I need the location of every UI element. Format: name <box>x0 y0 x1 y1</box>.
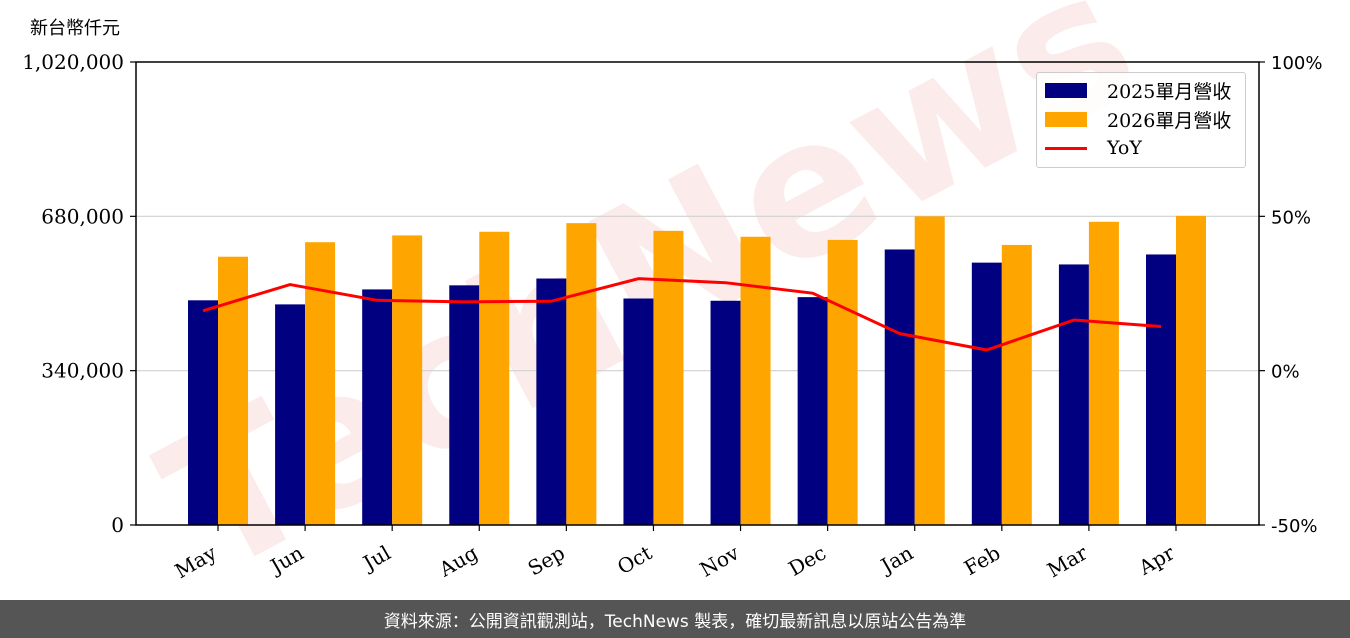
plot-frame <box>135 61 1260 526</box>
bar-2026-jul <box>392 235 423 525</box>
legend-line-yoy <box>1045 146 1087 150</box>
bar-2025-feb <box>971 262 1002 525</box>
chart-legend: 2025單月營收 2026單月營收 YoY <box>1036 72 1246 168</box>
bar-2025-aug <box>449 285 480 525</box>
bar-2026-apr <box>1176 215 1206 526</box>
right-tick-label: 0% <box>1271 362 1300 383</box>
bar-2026-jun <box>305 242 336 526</box>
legend-item-2025: 2025單月營收 <box>1045 77 1231 103</box>
yoy-line <box>202 277 1162 352</box>
legend-label-2025: 2025單月營收 <box>1107 80 1232 103</box>
right-tick-label: 100% <box>1271 53 1322 74</box>
bar-2026-may <box>218 256 248 525</box>
bar-2026-nov <box>740 236 771 525</box>
legend-item-2026: 2026單月營收 <box>1045 106 1231 132</box>
bar-2025-nov <box>710 300 741 525</box>
bar-2025-jan <box>884 249 915 525</box>
bar-2025-oct <box>623 298 654 525</box>
bar-2025-sep <box>536 278 567 525</box>
bar-2026-feb <box>1001 244 1032 525</box>
bar-2025-may <box>188 300 218 525</box>
x-tick-label-dec: Dec <box>784 541 830 581</box>
y-axis-unit-label: 新台幣仟元 <box>30 18 120 39</box>
legend-label-2026: 2026單月營收 <box>1107 109 1232 132</box>
axes <box>135 61 1260 526</box>
bar-2025-dec <box>797 297 828 525</box>
left-tick-label: 680,000 <box>41 204 124 228</box>
bar-2025-mar <box>1058 264 1089 525</box>
legend-item-yoy: YoY <box>1045 135 1142 161</box>
legend-swatch-2026 <box>1045 111 1087 127</box>
yoy-line-layer <box>202 277 1162 352</box>
x-tick-label-nov: Nov <box>696 540 744 582</box>
bar-2026-jan <box>914 216 945 526</box>
bar-2025-jun <box>275 304 306 525</box>
x-tick-label-feb: Feb <box>960 541 1004 580</box>
bars <box>188 215 1206 526</box>
bar-2026-mar <box>1088 221 1119 525</box>
bar-2026-aug <box>479 231 510 525</box>
legend-label-yoy: YoY <box>1107 137 1142 159</box>
left-tick-label: 0 <box>111 513 124 537</box>
x-tick-label-aug: Aug <box>434 540 482 581</box>
legend-swatch-2025 <box>1045 82 1087 98</box>
x-tick-label-jan: Jan <box>875 540 917 578</box>
bar-2026-sep <box>566 223 597 525</box>
right-tick-label: 50% <box>1271 207 1311 228</box>
bar-2026-oct <box>653 230 684 525</box>
monthly-revenue-chart: TechNews 0340,000680,0001,020,000-50%0%5… <box>22 0 1322 600</box>
source-footer-text: 資料來源：公開資訊觀測站，TechNews 製表，確切最新訊息以原站公告為準 <box>383 611 967 632</box>
right-tick-label: -50% <box>1271 516 1318 537</box>
bar-2025-apr <box>1146 254 1176 525</box>
bar-2026-dec <box>827 239 858 525</box>
x-tick-label-oct: Oct <box>613 541 656 580</box>
left-tick-label: 1,020,000 <box>22 50 124 74</box>
x-tick-label-mar: Mar <box>1043 540 1092 582</box>
x-tick-label-apr: Apr <box>1134 540 1179 580</box>
bar-2025-jul <box>362 289 393 525</box>
source-footer: 資料來源：公開資訊觀測站，TechNews 製表，確切最新訊息以原站公告為準 <box>0 600 1350 638</box>
left-tick-label: 340,000 <box>41 359 124 383</box>
x-tick-label-sep: Sep <box>524 541 569 581</box>
